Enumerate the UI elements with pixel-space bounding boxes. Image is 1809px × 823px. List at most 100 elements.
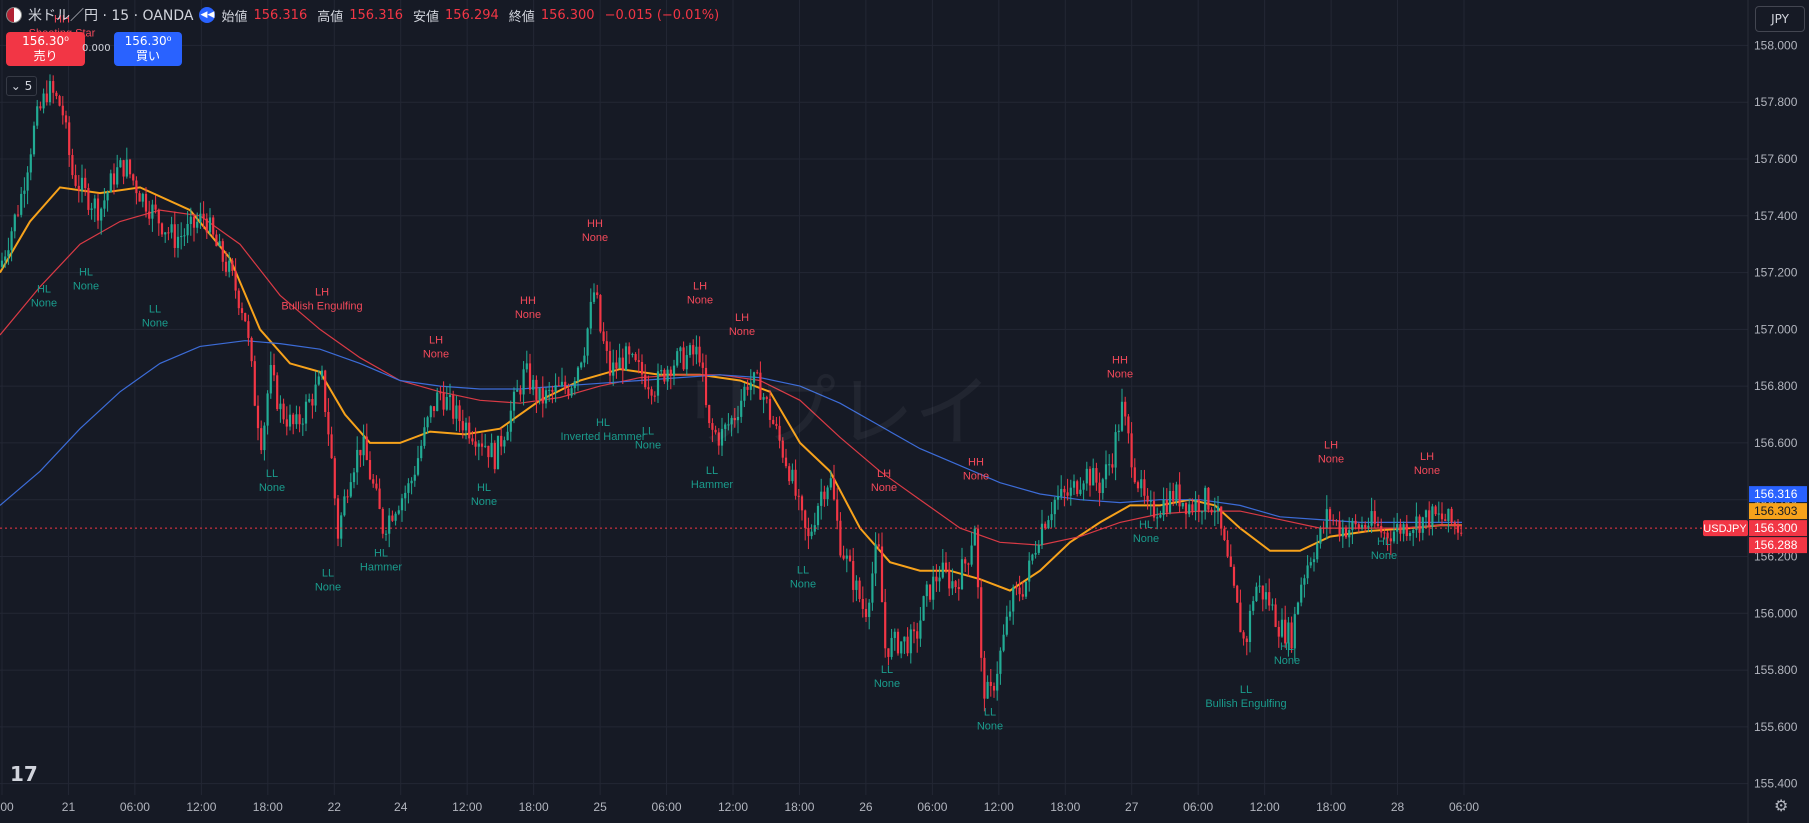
candle-body (352, 472, 356, 483)
x-tick-label: 06:00 (120, 800, 150, 814)
candle-body (1120, 401, 1124, 431)
pattern-label-name: None (259, 482, 285, 494)
candle-body (871, 573, 874, 603)
candle-body (858, 580, 861, 600)
currency-button[interactable]: JPY (1755, 6, 1805, 32)
candle-body (394, 513, 397, 521)
candle-body (826, 487, 829, 500)
candle-body (90, 208, 93, 210)
candle-body (679, 347, 682, 352)
candle-body (340, 515, 343, 539)
candle-body (484, 445, 487, 447)
candle-body (439, 392, 442, 394)
candle-body (797, 495, 800, 497)
candle-body (1415, 516, 1418, 531)
candle-body (692, 345, 695, 355)
candle-body (820, 491, 823, 506)
y-tick-label: 157.000 (1754, 322, 1798, 336)
pattern-label-name: None (963, 471, 989, 483)
candle-body (1242, 632, 1245, 639)
x-tick-label: 18:00 (519, 800, 549, 814)
pattern-label-type: HL (477, 482, 491, 494)
gear-icon[interactable]: ⚙ (1774, 796, 1789, 815)
candle-body (1008, 611, 1012, 617)
candle-body (20, 193, 23, 215)
candle-body (1136, 482, 1140, 489)
candle-body (1252, 601, 1255, 611)
candle-body (1293, 614, 1296, 649)
candle-body (1412, 530, 1415, 534)
candle-body (749, 382, 752, 390)
sell-button[interactable]: 156.30⁰ 売り (6, 32, 85, 66)
x-tick-label: 06:00 (917, 800, 947, 814)
candle-body (900, 641, 903, 654)
candle-body (1303, 578, 1306, 585)
candle-body (1341, 527, 1344, 537)
candle-body (122, 160, 125, 177)
candle-body (791, 469, 794, 482)
pattern-label-type: HL (1377, 536, 1391, 548)
candle-body (1277, 626, 1280, 637)
candle-body (602, 331, 605, 342)
candle-body (1236, 585, 1239, 603)
candle-body (996, 673, 999, 691)
candle-body (1223, 528, 1226, 541)
x-tick-label: 22 (328, 800, 342, 814)
pattern-label-type: LH (1324, 440, 1338, 452)
candle-body (208, 217, 212, 233)
candle-body (1418, 516, 1421, 533)
candle-body (864, 608, 868, 618)
pattern-label-name: None (582, 232, 608, 244)
candle-body (522, 369, 525, 395)
candle-body (1424, 510, 1428, 518)
price-badges: USDJPY 156.316 156.303 156.300 156.288 (1703, 486, 1807, 554)
buy-button[interactable]: 156.30⁰ 買い (114, 32, 182, 66)
candle-body (48, 81, 52, 103)
price-badge (1749, 537, 1807, 554)
candle-body (196, 221, 199, 228)
candle-body (1296, 602, 1300, 615)
symbol-title[interactable]: 米ドル／円 · 15 · OANDA (28, 8, 194, 24)
candle-body (736, 416, 740, 421)
candle-body (397, 510, 400, 514)
candle-body (461, 421, 464, 431)
candle-body (528, 363, 532, 390)
candle-body (250, 337, 253, 362)
candle-body (1287, 622, 1290, 644)
candle-body (1072, 481, 1076, 488)
candle-body (1085, 468, 1088, 484)
candle-body (1386, 532, 1389, 539)
y-tick-label: 155.800 (1754, 663, 1798, 677)
pattern-label-type: HH (54, 14, 70, 26)
replay-rewind-icon[interactable]: ◀◀ (199, 7, 216, 23)
candle-body (890, 637, 893, 657)
time-scale[interactable]: 9:00 21 06:00 12:00 18:00 22 24 12:00 18:00 25 06:… (0, 800, 1479, 814)
buy-price: 156.30⁰ (124, 34, 172, 48)
indicator-toggle[interactable]: ⌄ 5 (6, 76, 37, 96)
pattern-label-name: None (1371, 550, 1397, 562)
candle-body (189, 216, 192, 225)
candle-body (1376, 523, 1380, 526)
candle-body (612, 362, 615, 376)
candle-body (10, 231, 13, 251)
candle-body (173, 224, 176, 248)
candle-body (87, 188, 90, 210)
candle-body (349, 482, 352, 497)
candle-body (16, 214, 20, 216)
candle-body (71, 155, 74, 176)
candle-body (506, 431, 509, 441)
candle-body (378, 488, 381, 509)
candle-body (656, 371, 660, 396)
candle-body (1175, 484, 1178, 502)
candle-body (1300, 584, 1303, 603)
candle-body (672, 365, 676, 376)
candle-body (816, 505, 820, 526)
candle-body (909, 629, 912, 654)
candle-body (218, 241, 221, 247)
pattern-label-type: LL (797, 565, 809, 577)
candle-body (1104, 464, 1108, 480)
candle-body (861, 599, 864, 609)
candle-body (1082, 483, 1085, 490)
pattern-label-type: LH (693, 281, 707, 293)
